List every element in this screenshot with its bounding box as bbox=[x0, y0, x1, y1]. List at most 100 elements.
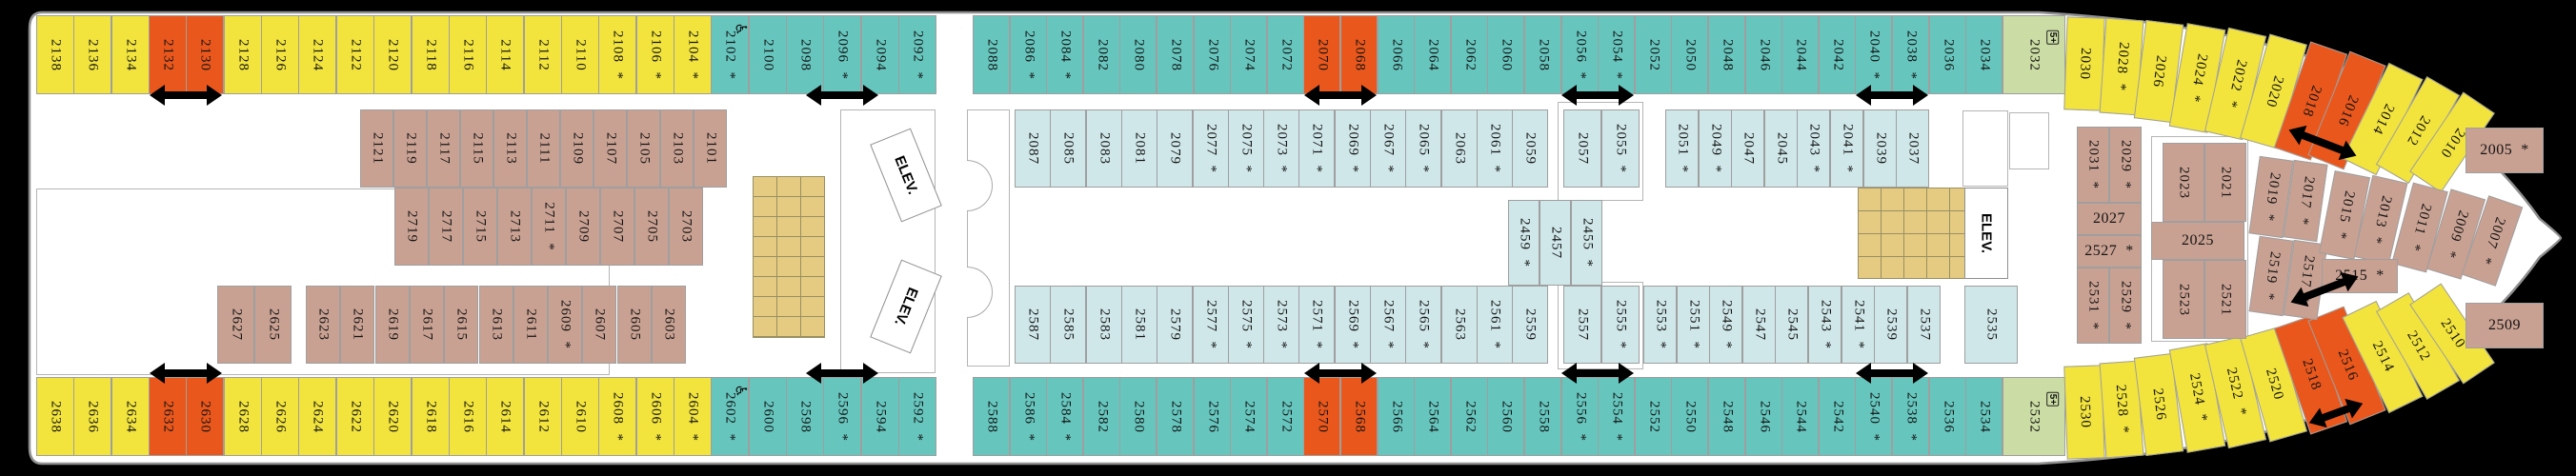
cabin-2558[interactable]: 2558 bbox=[1524, 377, 1561, 456]
cabin-2036[interactable]: 2036 bbox=[1929, 15, 1966, 94]
cabin-2073[interactable]: 2073 * bbox=[1263, 109, 1299, 188]
cabin-2555[interactable]: 2555 * bbox=[1601, 286, 1640, 364]
cabin-2054[interactable]: 2054 * bbox=[1598, 15, 1635, 94]
cabin-2630[interactable]: 2630 bbox=[186, 377, 224, 456]
cabin-2585[interactable]: 2585 bbox=[1050, 286, 1086, 364]
cabin-2619[interactable]: 2619 bbox=[375, 286, 410, 364]
cabin-2113[interactable]: 2113 bbox=[493, 109, 527, 188]
cabin-2087[interactable]: 2087 bbox=[1015, 109, 1051, 188]
cabin-2581[interactable]: 2581 bbox=[1121, 286, 1157, 364]
cabin-2025[interactable]: 2025 bbox=[2151, 222, 2244, 260]
cabin-2065[interactable]: 2065 * bbox=[1405, 109, 1441, 188]
cabin-2623[interactable]: 2623 bbox=[306, 286, 340, 364]
cabin-2043[interactable]: 2043 * bbox=[1797, 109, 1830, 188]
cabin-2459[interactable]: 2459 * bbox=[1508, 200, 1540, 286]
cabin-2540[interactable]: 2540 * bbox=[1855, 377, 1892, 456]
cabin-2587[interactable]: 2587 bbox=[1015, 286, 1051, 364]
cabin-2549[interactable]: 2549 * bbox=[1709, 286, 1742, 364]
cabin-2109[interactable]: 2109 bbox=[560, 109, 594, 188]
cabin-2622[interactable]: 2622 bbox=[336, 377, 374, 456]
cabin-2603[interactable]: 2603 bbox=[652, 286, 686, 364]
cabin-2102[interactable]: 2102 * ♿ bbox=[711, 15, 750, 94]
cabin-2115[interactable]: 2115 bbox=[460, 109, 493, 188]
cabin-2529[interactable]: 2529 * bbox=[2109, 268, 2142, 344]
cabin-2719[interactable]: 2719 bbox=[394, 188, 429, 266]
cabin-2092[interactable]: 2092 * bbox=[898, 15, 936, 94]
cabin-2611[interactable]: 2611 bbox=[513, 286, 548, 364]
cabin-2114[interactable]: 2114 bbox=[486, 15, 524, 94]
cabin-2068[interactable]: 2068 bbox=[1340, 15, 1378, 94]
cabin-2117[interactable]: 2117 bbox=[427, 109, 460, 188]
cabin-2553[interactable]: 2553 * bbox=[1643, 286, 1677, 364]
cabin-2625[interactable]: 2625 bbox=[254, 286, 292, 364]
cabin-2613[interactable]: 2613 bbox=[479, 286, 513, 364]
cabin-2583[interactable]: 2583 bbox=[1086, 286, 1122, 364]
cabin-2570[interactable]: 2570 bbox=[1303, 377, 1340, 456]
cabin-2546[interactable]: 2546 bbox=[1745, 377, 1782, 456]
cabin-2105[interactable]: 2105 bbox=[627, 109, 660, 188]
cabin-2101[interactable]: 2101 bbox=[694, 109, 727, 188]
cabin-2617[interactable]: 2617 bbox=[410, 286, 444, 364]
cabin-2031[interactable]: 2031 * bbox=[2077, 127, 2109, 203]
cabin-2545[interactable]: 2545 bbox=[1775, 286, 1808, 364]
cabin-2612[interactable]: 2612 bbox=[524, 377, 562, 456]
cabin-2605[interactable]: 2605 bbox=[617, 286, 652, 364]
cabin-2455[interactable]: 2455 * bbox=[1571, 200, 1602, 286]
cabin-2566[interactable]: 2566 bbox=[1378, 377, 1415, 456]
cabin-2596[interactable]: 2596 * bbox=[823, 377, 861, 456]
cabin-2707[interactable]: 2707 bbox=[600, 188, 634, 266]
cabin-2040[interactable]: 2040 * bbox=[1855, 15, 1892, 94]
cabin-2111[interactable]: 2111 bbox=[527, 109, 560, 188]
cabin-2032[interactable]: 2032 5+ bbox=[2002, 15, 2065, 94]
cabin-2579[interactable]: 2579 bbox=[1157, 286, 1193, 364]
cabin-2563[interactable]: 2563 bbox=[1441, 286, 1478, 364]
cabin-2050[interactable]: 2050 bbox=[1671, 15, 1708, 94]
cabin-2574[interactable]: 2574 bbox=[1230, 377, 1267, 456]
cabin-2103[interactable]: 2103 bbox=[660, 109, 694, 188]
cabin-2044[interactable]: 2044 bbox=[1781, 15, 1819, 94]
cabin-2045[interactable]: 2045 bbox=[1764, 109, 1798, 188]
cabin-2561[interactable]: 2561 * bbox=[1477, 286, 1513, 364]
cabin-2557[interactable]: 2557 bbox=[1563, 286, 1601, 364]
cabin-2094[interactable]: 2094 bbox=[861, 15, 899, 94]
cabin-2594[interactable]: 2594 bbox=[861, 377, 899, 456]
cabin-2051[interactable]: 2051 * bbox=[1665, 109, 1699, 188]
cabin-2042[interactable]: 2042 bbox=[1819, 15, 1856, 94]
cabin-2078[interactable]: 2078 bbox=[1157, 15, 1194, 94]
cabin-2070[interactable]: 2070 bbox=[1303, 15, 1340, 94]
cabin-2108[interactable]: 2108 * bbox=[598, 15, 636, 94]
cabin-2080[interactable]: 2080 bbox=[1119, 15, 1157, 94]
cabin-2628[interactable]: 2628 bbox=[224, 377, 262, 456]
cabin-2602[interactable]: 2602 * ♿ bbox=[711, 377, 750, 456]
cabin-2130[interactable]: 2130 bbox=[186, 15, 224, 94]
cabin-2047[interactable]: 2047 bbox=[1731, 109, 1764, 188]
cabin-2576[interactable]: 2576 bbox=[1194, 377, 1231, 456]
cabin-2580[interactable]: 2580 bbox=[1119, 377, 1157, 456]
cabin-2534[interactable]: 2534 bbox=[1965, 377, 2002, 456]
cabin-2104[interactable]: 2104 * bbox=[674, 15, 712, 94]
cabin-2138[interactable]: 2138 bbox=[36, 15, 74, 94]
cabin-2544[interactable]: 2544 bbox=[1781, 377, 1819, 456]
cabin-2551[interactable]: 2551 * bbox=[1677, 286, 1710, 364]
cabin-2616[interactable]: 2616 bbox=[449, 377, 487, 456]
cabin-2058[interactable]: 2058 bbox=[1524, 15, 1561, 94]
cabin-2134[interactable]: 2134 bbox=[111, 15, 150, 94]
cabin-2457[interactable]: 2457 bbox=[1540, 200, 1571, 286]
cabin-2715[interactable]: 2715 bbox=[463, 188, 497, 266]
cabin-2556[interactable]: 2556 * bbox=[1561, 377, 1599, 456]
cabin-2075[interactable]: 2075 * bbox=[1228, 109, 1264, 188]
cabin-2079[interactable]: 2079 bbox=[1157, 109, 1193, 188]
cabin-2081[interactable]: 2081 bbox=[1121, 109, 1157, 188]
cabin-2082[interactable]: 2082 bbox=[1083, 15, 1120, 94]
cabin-2052[interactable]: 2052 bbox=[1635, 15, 1672, 94]
cabin-2098[interactable]: 2098 bbox=[786, 15, 824, 94]
cabin-2046[interactable]: 2046 bbox=[1745, 15, 1782, 94]
cabin-2565[interactable]: 2565 * bbox=[1405, 286, 1441, 364]
cabin-2110[interactable]: 2110 bbox=[561, 15, 599, 94]
cabin-2527[interactable]: 2527 * bbox=[2077, 235, 2142, 268]
cabin-2554[interactable]: 2554 * bbox=[1598, 377, 1635, 456]
cabin-2598[interactable]: 2598 bbox=[786, 377, 824, 456]
cabin-2085[interactable]: 2085 bbox=[1050, 109, 1086, 188]
cabin-2577[interactable]: 2577 * bbox=[1193, 286, 1229, 364]
cabin-2709[interactable]: 2709 bbox=[566, 188, 600, 266]
